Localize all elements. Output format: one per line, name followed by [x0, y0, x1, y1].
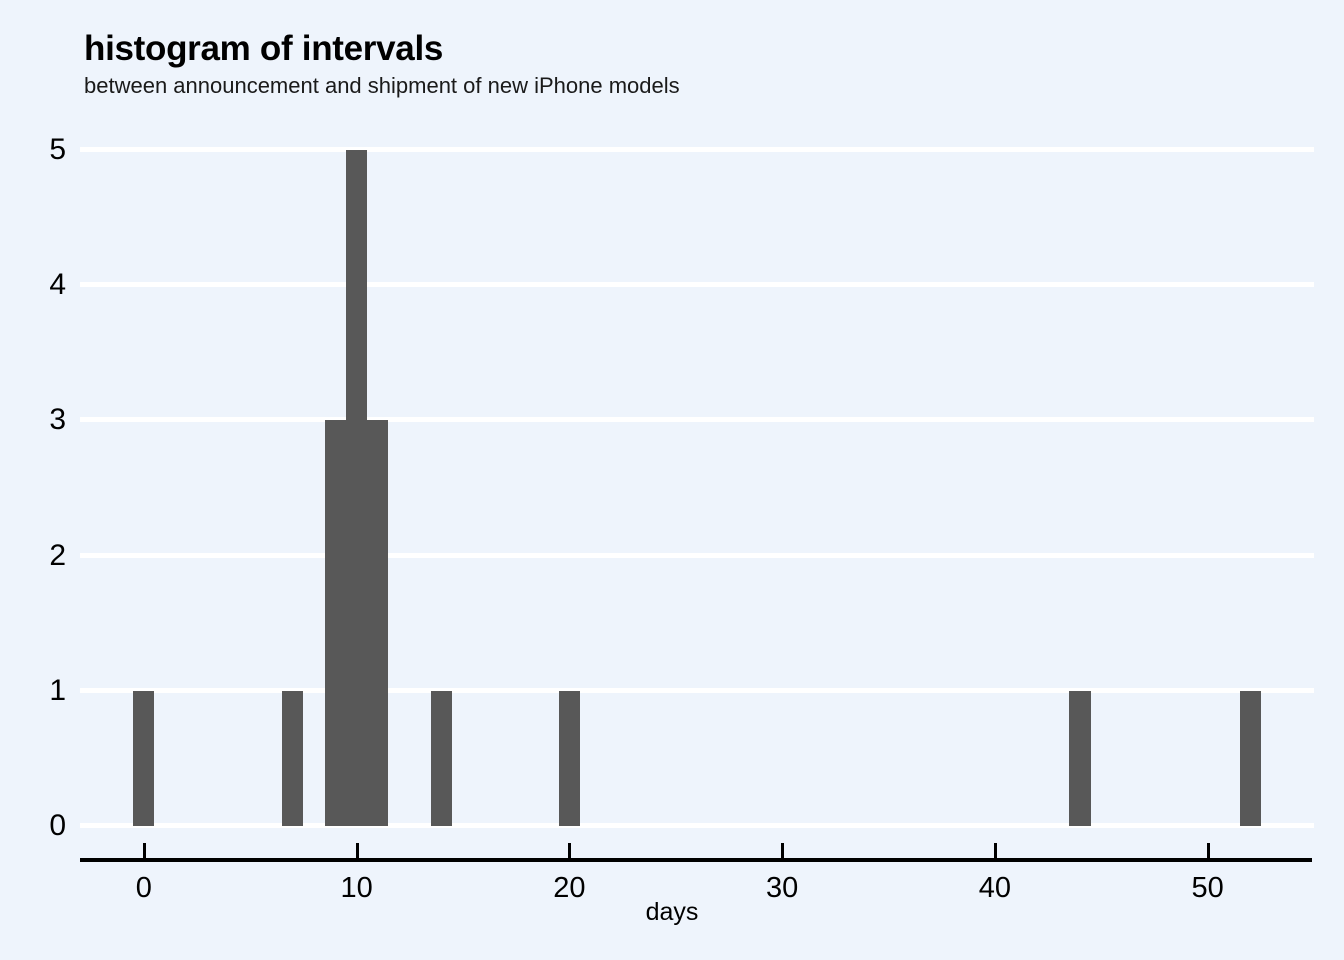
y-axis: 0 1 2 3 4 5 — [0, 135, 66, 841]
histogram-bar — [324, 420, 346, 826]
y-axis-tick-label: 2 — [49, 538, 66, 572]
x-axis-tick — [993, 843, 997, 859]
y-axis-tick-label: 3 — [49, 403, 66, 437]
histogram-bar — [1069, 690, 1091, 826]
gridline — [80, 417, 1314, 423]
gridline — [80, 552, 1314, 558]
histogram-bar — [133, 690, 155, 826]
x-axis-tick-label: 30 — [765, 872, 799, 904]
x-axis-tick — [568, 843, 572, 859]
x-axis-tick — [1206, 843, 1210, 859]
histogram-bar — [282, 690, 304, 826]
x-axis-tick-label: 20 — [553, 872, 586, 904]
x-axis-tick-label: 10 — [340, 872, 373, 904]
x-axis-tick — [355, 843, 359, 859]
x-axis-title: days — [645, 898, 699, 926]
x-axis-tick-label: 0 — [135, 872, 152, 904]
gridline — [80, 147, 1314, 152]
gridline — [80, 282, 1314, 288]
gridline — [80, 823, 1314, 828]
histogram-bar — [345, 150, 368, 826]
y-axis-tick-label: 1 — [49, 673, 66, 707]
histogram-bar — [558, 690, 580, 826]
plot-area — [80, 147, 1314, 828]
x-axis-tick — [142, 843, 146, 859]
histogram-bar — [367, 420, 389, 826]
y-axis-tick-label: 4 — [49, 268, 66, 302]
x-axis-tick-label: 50 — [1191, 872, 1224, 904]
x-axis-tick-label: 40 — [978, 872, 1011, 904]
gridline — [80, 687, 1314, 693]
x-axis-tick — [781, 843, 785, 859]
histogram-bar — [431, 690, 453, 826]
chart-subtitle: between announcement and shipment of new… — [84, 73, 680, 98]
y-axis-tick-label: 0 — [49, 809, 66, 842]
x-axis-spine — [80, 858, 1312, 862]
chart-title: histogram of intervals — [84, 29, 444, 68]
histogram-bar — [1239, 690, 1261, 826]
y-axis-tick-label: 5 — [49, 133, 66, 166]
